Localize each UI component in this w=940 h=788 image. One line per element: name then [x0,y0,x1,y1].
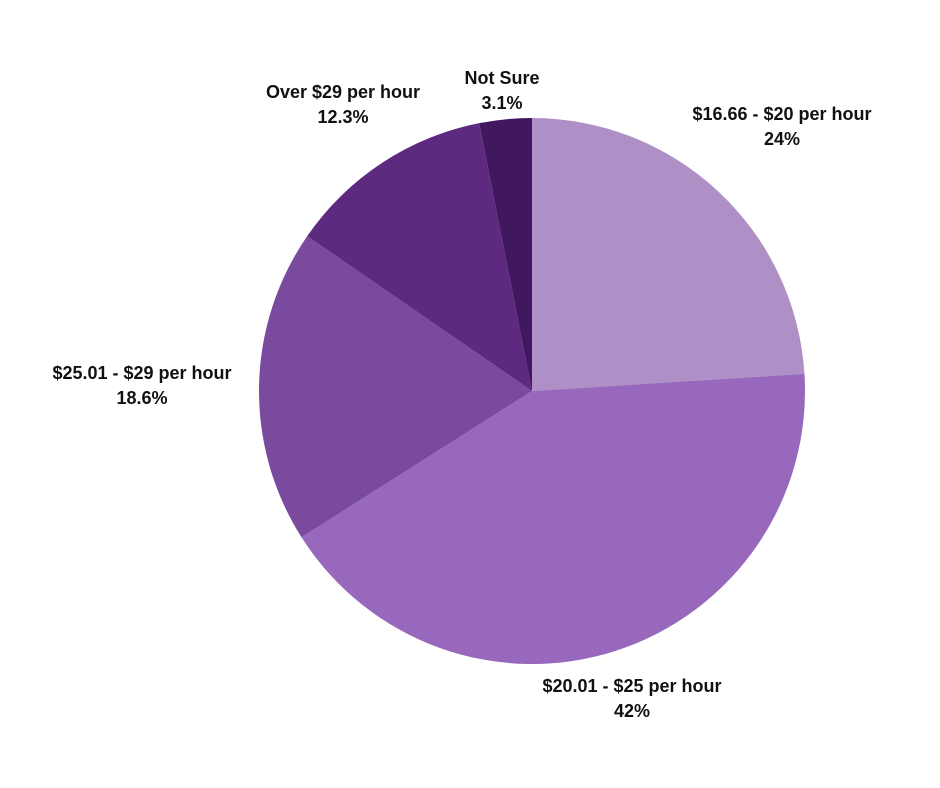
slice-category-label: $16.66 - $20 per hour [692,104,871,124]
slice-value-label: 24% [764,129,800,149]
pie-slices [259,118,805,664]
pie-slice [532,118,805,391]
slice-category-label: $20.01 - $25 per hour [542,676,721,696]
pie-slice [301,373,805,664]
slice-value-label: 18.6% [116,388,167,408]
slice-value-label: 42% [614,701,650,721]
slice-category-label: Over $29 per hour [266,82,420,102]
slice-category-label: Not Sure [464,68,539,88]
pie-slice [259,236,532,538]
slice-category-label: $25.01 - $29 per hour [52,363,231,383]
pie-slice [307,123,532,391]
slice-value-label: 3.1% [481,93,522,113]
slice-value-label: 12.3% [317,107,368,127]
slice-labels: $16.66 - $20 per hour 24% $20.01 - $25 per… [52,68,871,721]
pie-slice [479,118,532,391]
